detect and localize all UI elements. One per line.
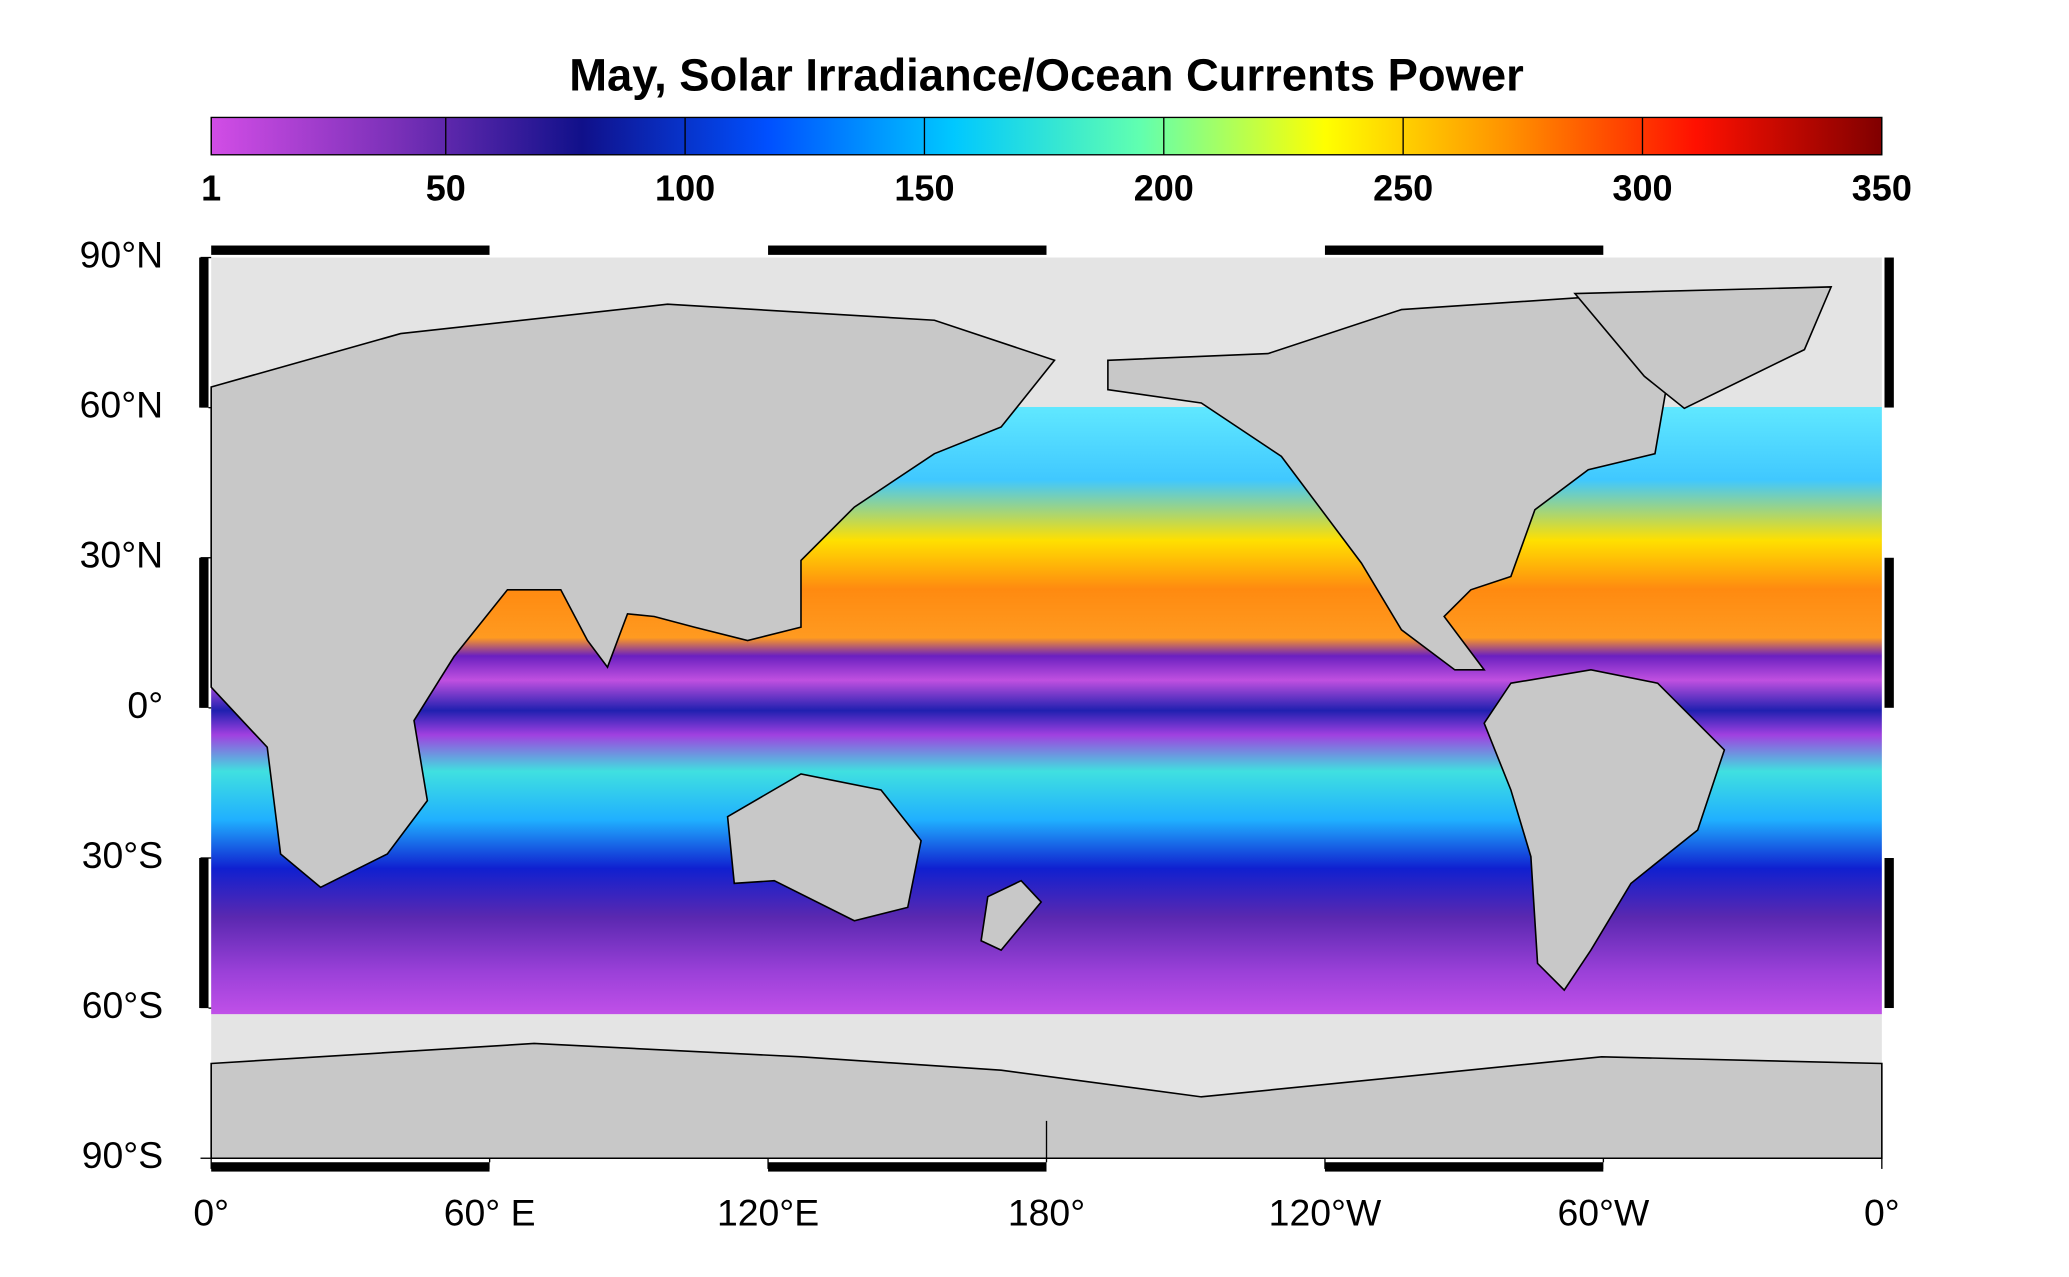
frame-bar (1884, 407, 1894, 558)
x-tick-label: 60° E (444, 1191, 536, 1233)
x-tick-label: 120°W (1269, 1191, 1382, 1233)
frame-bar (1324, 245, 1604, 255)
colorbar-tick-label: 250 (1373, 167, 1433, 208)
frame-bar (211, 1162, 490, 1172)
colorbar-tick-label: 300 (1612, 167, 1672, 208)
frame-bar (1324, 1162, 1604, 1172)
land (210, 303, 1056, 889)
frame-bar (1884, 557, 1894, 708)
map (210, 257, 1883, 1160)
colorbar-tick-label: 1 (201, 167, 221, 208)
frame-bar (1884, 1008, 1894, 1159)
frame-bar (199, 557, 209, 708)
frame-bar (489, 245, 769, 255)
x-tick-label: 120°E (717, 1191, 819, 1233)
frame-bar (199, 407, 209, 558)
land (1483, 669, 1726, 992)
frame-bar (1046, 245, 1325, 255)
land (980, 879, 1043, 952)
x-tick-label: 0° (1864, 1191, 1900, 1233)
frame-bar (199, 707, 209, 859)
frame-bar (1603, 1162, 1882, 1172)
y-tick-label: 60°N (80, 384, 163, 426)
colorbar-tick-label: 150 (894, 167, 954, 208)
colorbar-tick-label: 200 (1134, 167, 1194, 208)
colorbar-tick-label: 50 (426, 167, 466, 208)
frame-bar (1603, 245, 1882, 255)
frame-bar (1884, 257, 1894, 408)
frame-bar (1884, 858, 1894, 1009)
y-tick-label: 0° (127, 684, 163, 726)
y-tick-label: 60°S (82, 984, 163, 1026)
y-tick-label: 30°N (80, 534, 163, 576)
y-tick-label: 90°S (82, 1134, 163, 1176)
land (1573, 286, 1833, 410)
land (726, 773, 922, 922)
frame-bar (199, 858, 209, 1009)
x-tick-label: 60°W (1558, 1191, 1650, 1233)
colorbar-tick-label: 350 (1852, 167, 1912, 208)
frame-bar (768, 1162, 1047, 1172)
frame-bar (489, 1162, 769, 1172)
frame-bar (768, 245, 1047, 255)
frame-bar (1884, 707, 1894, 859)
chart-title: May, Solar Irradiance/Ocean Currents Pow… (569, 50, 1524, 101)
x-tick-label: 0° (193, 1191, 229, 1233)
frame-bar (1046, 1162, 1325, 1172)
colorbar (210, 116, 1883, 156)
colorbar-tick-label: 100 (655, 167, 715, 208)
y-tick-label: 30°S (82, 834, 163, 876)
x-tick-label: 180° (1008, 1191, 1085, 1233)
frame-bar (211, 245, 490, 255)
frame-bar (199, 1008, 209, 1159)
frame-bar (199, 257, 209, 408)
y-tick-label: 90°N (80, 233, 163, 275)
